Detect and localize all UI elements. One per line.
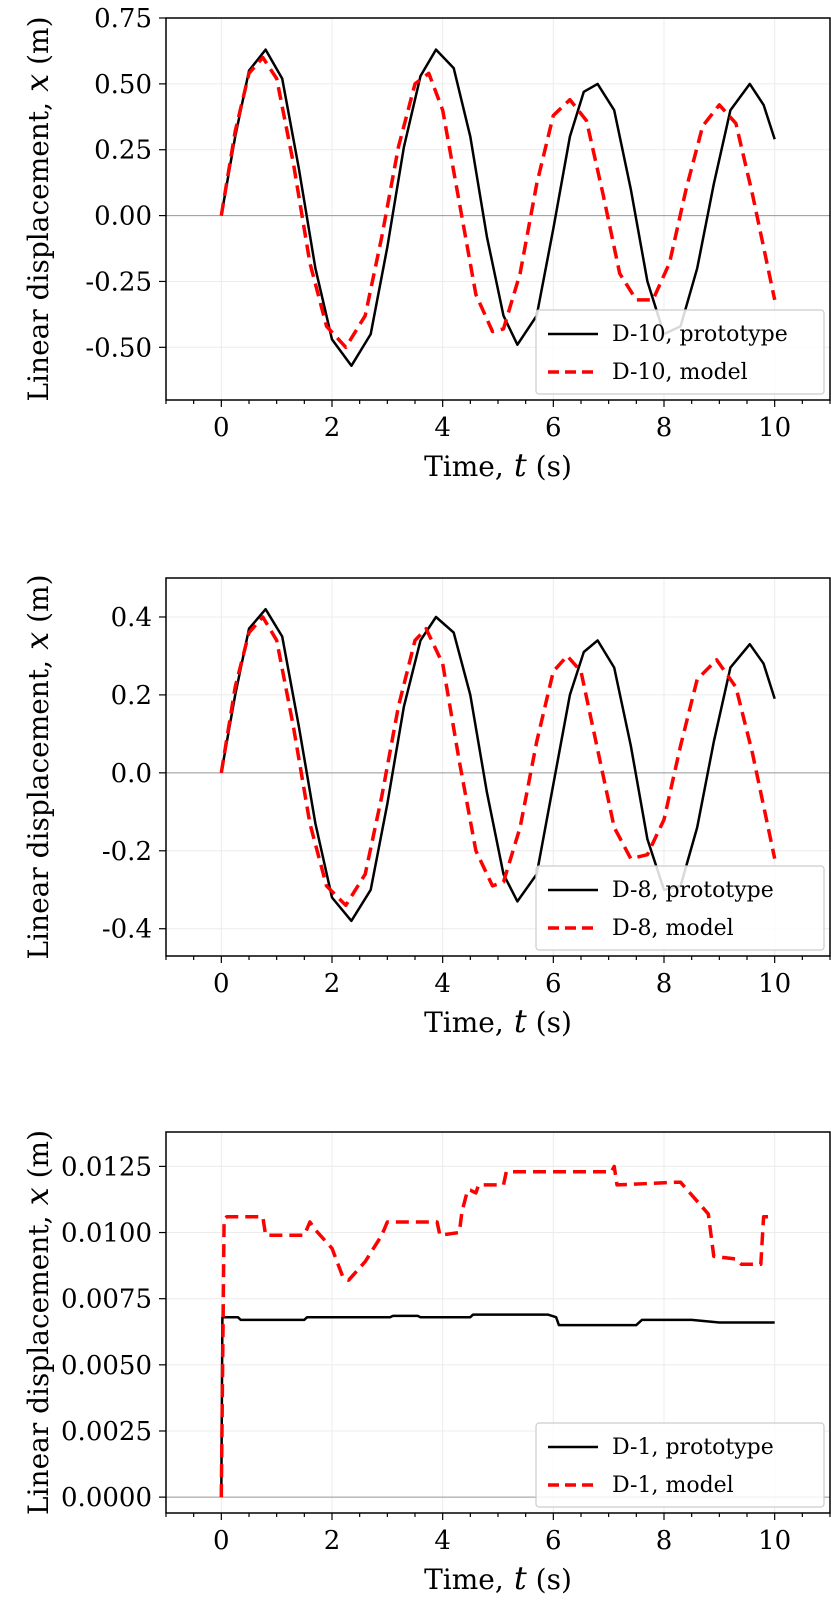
x-tick-label: 4 (434, 969, 451, 999)
y-tick-label: -0.50 (85, 333, 152, 363)
x-tick-label: 8 (656, 413, 673, 443)
legend-label-model: D-10, model (612, 360, 748, 385)
chart-panel-3: 0 2 4 6 8 10 0.0000 0.0025 0.0050 0.0075 0.0100 0.0… (18, 1130, 831, 1597)
y-tick-label: 0.0 (111, 759, 152, 789)
x-tick-label: 2 (324, 413, 341, 443)
y-tick-label: 0.0075 (61, 1285, 152, 1315)
chart-panel-1: 0 2 4 6 8 10 -0.50 -0.25 0.00 0.25 0.50 0.75 Time, t… (18, 4, 831, 484)
x-tick-label: 4 (434, 1526, 451, 1556)
y-tick-label: 0.0000 (61, 1483, 152, 1513)
y-tick-label: 0.75 (94, 4, 152, 34)
series-line-prototype (220, 1313, 775, 1498)
x-tick-label: 8 (656, 969, 673, 999)
y-tick-label: -0.4 (102, 915, 152, 945)
y-tick-label: 0.2 (111, 681, 152, 711)
y-tick-label: 0.4 (111, 603, 152, 633)
y-axis-label: Linear displacement, x (m) (18, 16, 56, 401)
x-tick-label: 10 (758, 1526, 791, 1556)
x-tick-label: 0 (213, 413, 230, 443)
x-tick-label: 2 (324, 969, 341, 999)
legend: D-10, prototype D-10, model (535, 309, 825, 395)
x-tick-label: 4 (434, 413, 451, 443)
legend-label-prototype: D-1, prototype (612, 1435, 774, 1460)
legend: D-1, prototype D-1, model (535, 1422, 825, 1508)
series-line-model (219, 1164, 775, 1498)
x-tick-label: 10 (758, 413, 791, 443)
x-tick-label: 6 (545, 413, 562, 443)
y-tick-label: 0.0050 (61, 1351, 152, 1381)
series-line-model (219, 615, 777, 908)
legend-label-model: D-1, model (612, 1473, 734, 1498)
y-tick-label: 0.00 (94, 202, 152, 232)
x-tick-label: 8 (656, 1526, 673, 1556)
x-axis-label: Time, t (s) (424, 1002, 572, 1040)
legend-box (535, 1422, 825, 1508)
legend-label-prototype: D-8, prototype (612, 878, 774, 903)
y-axis-label: Linear displacement, x (m) (18, 574, 56, 959)
series-line-model (219, 55, 777, 350)
series-line-prototype (220, 48, 776, 368)
y-tick-label: 0.0100 (61, 1219, 152, 1249)
x-tick-label: 2 (324, 1526, 341, 1556)
y-tick-label: -0.2 (102, 837, 152, 867)
y-tick-label: 0.0125 (61, 1152, 152, 1182)
x-tick-label: 6 (545, 1526, 562, 1556)
y-axis-label: Linear displacement, x (m) (18, 1130, 56, 1515)
y-tick-label: 0.50 (94, 70, 152, 100)
chart-panel-2: 0 2 4 6 8 10 -0.4 -0.2 0.0 0.2 0.4 Time, t (s) Linea… (18, 574, 831, 1040)
legend-box (535, 309, 825, 395)
y-tick-label: 0.25 (94, 136, 152, 166)
legend: D-8, prototype D-8, model (535, 865, 825, 951)
x-tick-label: 6 (545, 969, 562, 999)
x-axis-label: Time, t (s) (424, 446, 572, 484)
x-tick-label: 0 (213, 969, 230, 999)
x-tick-label: 0 (213, 1526, 230, 1556)
x-tick-label: 10 (758, 969, 791, 999)
legend-label-prototype: D-10, prototype (612, 322, 788, 347)
legend-label-model: D-8, model (612, 916, 734, 941)
y-tick-label: -0.25 (85, 267, 152, 297)
legend-box (535, 865, 825, 951)
y-tick-label: 0.0025 (61, 1417, 152, 1447)
x-axis-label: Time, t (s) (424, 1559, 572, 1597)
